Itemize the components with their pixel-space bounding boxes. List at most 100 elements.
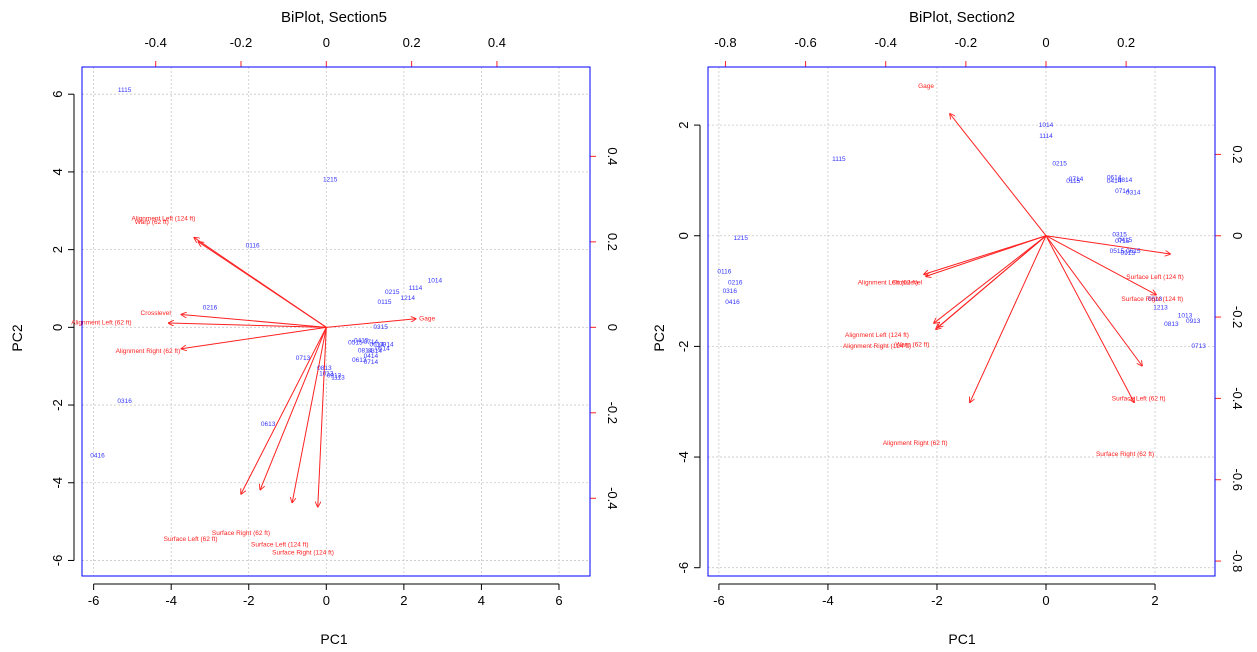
axis-ticks: -6 -4 -2 0 2 -6 -4 -2 0 2 -0.8 -0.6 -0.4 -0.2 0 0.2 -0.8… bbox=[676, 35, 1245, 608]
y-tick-label: 0 bbox=[50, 324, 65, 331]
loading-arrow bbox=[924, 235, 1047, 275]
x-tick-label: 0 bbox=[1042, 593, 1049, 608]
loading-arrow bbox=[1045, 235, 1156, 295]
observation-label: 0415 bbox=[1118, 237, 1133, 244]
loading-arrow bbox=[241, 327, 327, 494]
loading-arrow bbox=[260, 327, 327, 489]
observation-label: 0714 bbox=[1069, 176, 1084, 183]
x-tick-label: 4 bbox=[478, 593, 485, 608]
observation-label: 0714 bbox=[364, 359, 379, 366]
variable-label: Alignment Right (62 ft) bbox=[883, 440, 948, 447]
variable-label: Crosslevel bbox=[892, 279, 923, 286]
observation-label: 0515 bbox=[348, 340, 363, 347]
observation-label: 1013 bbox=[1178, 313, 1193, 320]
loading-arrow bbox=[934, 235, 1047, 323]
top-tick-label: -0.2 bbox=[955, 35, 977, 50]
loading-arrow bbox=[936, 235, 1047, 330]
top-tick-label: 0.2 bbox=[1117, 35, 1135, 50]
variable-label: Gage bbox=[918, 83, 934, 90]
observation-label: 0813 bbox=[1164, 321, 1179, 328]
loading-arrow bbox=[198, 242, 327, 328]
top-tick-label: -0.4 bbox=[875, 35, 897, 50]
x-tick-label: -4 bbox=[822, 593, 834, 608]
loading-arrow bbox=[181, 315, 327, 328]
variable-label: Surface Left (124 ft) bbox=[251, 542, 308, 549]
observation-label: 0614 bbox=[1107, 174, 1122, 181]
variable-label: Surface Right (124 ft) bbox=[272, 549, 334, 556]
loading-vectors bbox=[924, 114, 1170, 403]
observation-label: 0715 bbox=[1115, 238, 1130, 245]
top-tick-label: -0.4 bbox=[144, 35, 166, 50]
observation-label: 0314 bbox=[368, 348, 383, 355]
loading-arrow bbox=[1045, 235, 1142, 366]
y-tick-label: 0 bbox=[676, 232, 691, 239]
observation-label: 0314 bbox=[1126, 189, 1141, 196]
plot-frame bbox=[707, 66, 1216, 577]
observation-label: 0613 bbox=[1148, 296, 1163, 303]
loading-arrow bbox=[1045, 235, 1170, 254]
x-axis-label: PC1 bbox=[320, 631, 347, 647]
grid-lines bbox=[82, 67, 590, 576]
variable-label: Warp (62 ft) bbox=[135, 219, 169, 226]
observation-label: 0415 bbox=[354, 338, 369, 345]
observation-label: 0515 bbox=[1110, 248, 1125, 255]
observation-label: 1115 bbox=[832, 156, 846, 163]
x-tick-label: -6 bbox=[713, 593, 725, 608]
right-tick-label: -0.6 bbox=[1230, 469, 1245, 491]
observation-label: 1115 bbox=[118, 87, 132, 94]
observation-label: 0416 bbox=[90, 452, 105, 459]
observation-label: 1014 bbox=[428, 277, 443, 284]
observation-label: 0116 bbox=[717, 268, 731, 275]
variable-label: Alignment Left (62 ft) bbox=[858, 279, 918, 286]
observation-label: 0416 bbox=[725, 299, 740, 306]
observation-label: 1213 bbox=[1153, 304, 1168, 311]
observation-label: 1113 bbox=[331, 375, 345, 382]
grid-lines bbox=[708, 67, 1215, 576]
x-tick-label: 6 bbox=[555, 593, 562, 608]
right-tick-label: 0 bbox=[1230, 232, 1245, 239]
observation-label: 1215 bbox=[323, 176, 338, 183]
observation-label: 0115 bbox=[377, 299, 391, 306]
observation-label: 0514 bbox=[375, 345, 390, 352]
right-tick-label: -0.2 bbox=[605, 402, 620, 424]
observation-label: 0316 bbox=[723, 288, 738, 295]
variable-label: Surface Right (62 ft) bbox=[1096, 451, 1154, 458]
observation-label: 0913 bbox=[327, 373, 342, 380]
y-tick-label: 4 bbox=[50, 168, 65, 175]
top-tick-label: 0.2 bbox=[403, 35, 421, 50]
right-tick-label: -0.2 bbox=[1230, 306, 1245, 328]
loading-arrow bbox=[181, 326, 327, 348]
variable-label: Gage bbox=[419, 315, 435, 322]
observation-label: 0814 bbox=[1118, 177, 1133, 184]
variable-label: Alignment Left (124 ft) bbox=[845, 332, 909, 339]
loading-arrow bbox=[326, 319, 416, 328]
observation-label: 0814 bbox=[358, 347, 373, 354]
observation-label: 0614 bbox=[369, 342, 384, 349]
right-tick-label: 0 bbox=[605, 324, 620, 331]
y-tick-label: 6 bbox=[50, 91, 65, 98]
variable-label: Alignment Right (62 ft) bbox=[116, 348, 181, 355]
observation-label: 0913 bbox=[1186, 318, 1201, 325]
loading-vectors bbox=[168, 238, 415, 507]
axis-ticks: -6 -4 -2 0 2 4 6 -6 -4 -2 0 2 4 6 -0.4 -0.2 0 0.2 0.4 -0.4 -… bbox=[50, 35, 620, 608]
y-tick-label: -6 bbox=[50, 555, 65, 567]
y-tick-label: 2 bbox=[50, 246, 65, 253]
variable-label: Surface Left (62 ft) bbox=[164, 536, 218, 543]
biplot-panel-section2: BiPlot, Section2 PC1 PC2 -6 -4 -2 0 2 -6 -4 -2 0… bbox=[651, 9, 1245, 647]
observation-label: 1014 bbox=[1039, 122, 1054, 129]
observation-label: 0613 bbox=[261, 421, 276, 428]
top-tick-label: -0.6 bbox=[794, 35, 816, 50]
y-tick-label: -6 bbox=[676, 562, 691, 574]
right-tick-label: -0.4 bbox=[1230, 387, 1245, 409]
observation-label: 0615 bbox=[1126, 248, 1141, 255]
loading-arrow bbox=[318, 327, 327, 507]
y-axis-label: PC2 bbox=[651, 324, 667, 351]
loading-arrow bbox=[292, 327, 327, 502]
chart-title: BiPlot, Section5 bbox=[281, 9, 387, 26]
y-tick-label: 2 bbox=[676, 121, 691, 128]
loading-arrow bbox=[970, 235, 1047, 403]
top-tick-label: 0 bbox=[323, 35, 330, 50]
chart-title: BiPlot, Section2 bbox=[909, 9, 1015, 26]
